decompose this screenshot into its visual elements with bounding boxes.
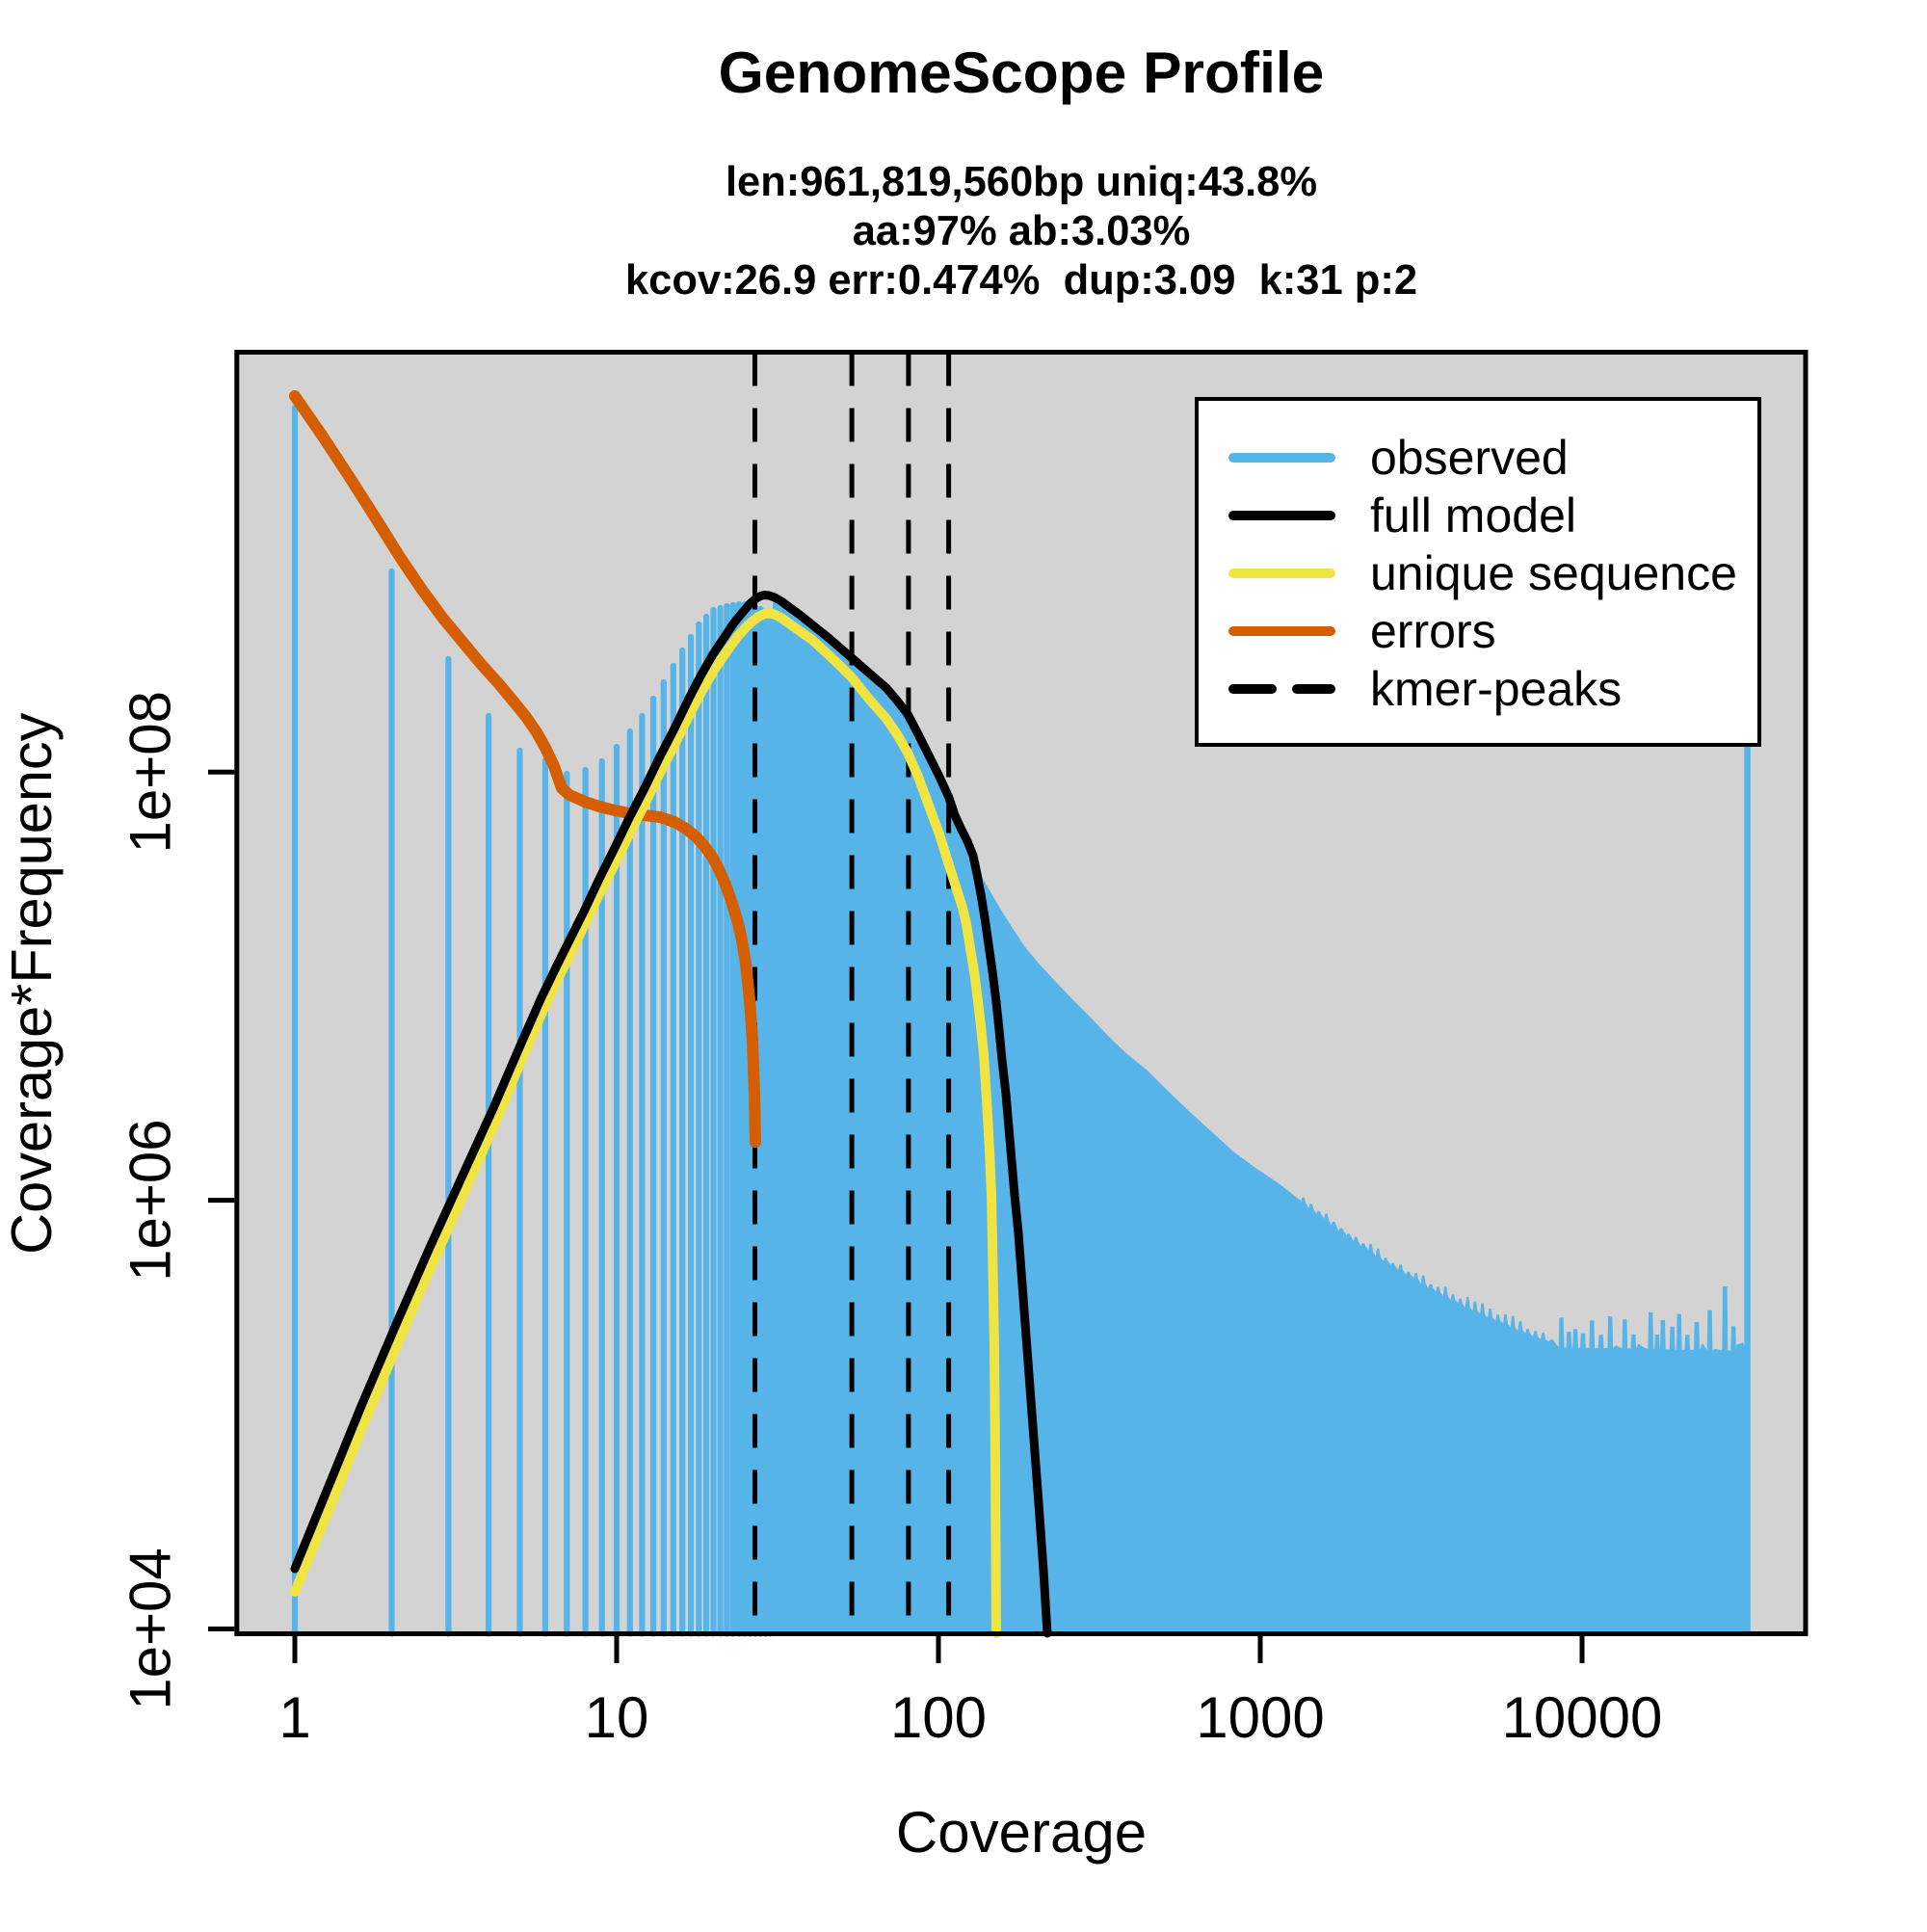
svg-text:1e+06: 1e+06: [119, 1119, 183, 1282]
svg-text:observed: observed: [1370, 431, 1569, 485]
svg-text:kcov:26.9 err:0.474% dup:3.09: kcov:26.9 err:0.474% dup:3.09 k:31 p:2: [625, 257, 1417, 304]
svg-text:len:961,819,560bp uniq:43.8%: len:961,819,560bp uniq:43.8%: [726, 159, 1317, 205]
svg-text:10000: 10000: [1502, 1685, 1663, 1750]
svg-text:1: 1: [278, 1685, 310, 1750]
svg-text:aa:97% ab:3.03%: aa:97% ab:3.03%: [853, 208, 1191, 254]
svg-text:100: 100: [890, 1685, 987, 1750]
svg-text:GenomeScope Profile: GenomeScope Profile: [719, 40, 1325, 105]
svg-text:1e+04: 1e+04: [119, 1548, 183, 1710]
svg-text:10: 10: [585, 1685, 649, 1750]
svg-text:1e+08: 1e+08: [119, 691, 183, 854]
svg-text:Coverage: Coverage: [896, 1800, 1147, 1865]
svg-text:kmer-peaks: kmer-peaks: [1370, 662, 1622, 716]
svg-text:full model: full model: [1370, 489, 1576, 543]
svg-text:1000: 1000: [1196, 1685, 1324, 1750]
svg-text:errors: errors: [1370, 604, 1496, 658]
svg-text:Coverage*Frequency: Coverage*Frequency: [0, 712, 64, 1255]
svg-text:unique sequence: unique sequence: [1370, 546, 1737, 600]
